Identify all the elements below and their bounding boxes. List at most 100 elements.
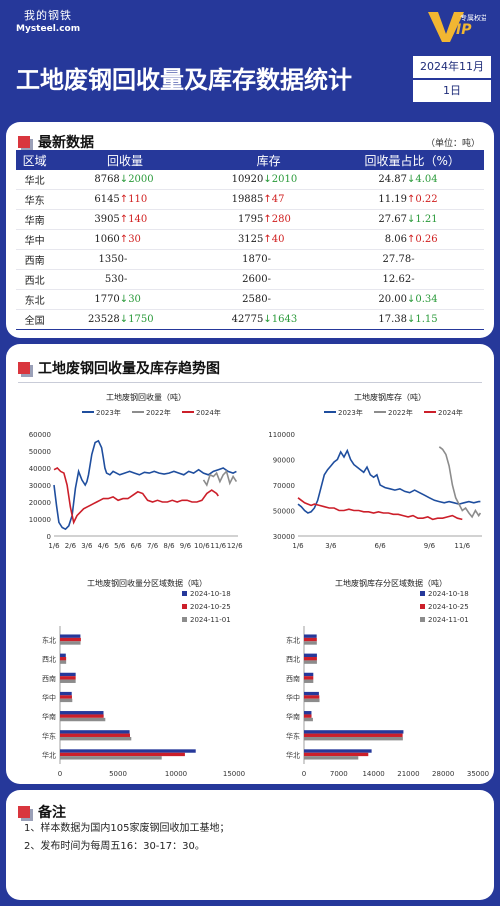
chart-title: 工地废钢库存分区域数据（吨） xyxy=(335,578,447,588)
section-marker-icon xyxy=(18,806,30,818)
svg-text:IP: IP xyxy=(456,22,472,38)
x-tick-label: 11/6 xyxy=(454,542,470,550)
ratio-value: 8.06 xyxy=(384,234,407,245)
category-label: 东北 xyxy=(42,636,56,645)
x-tick-label: 0 xyxy=(302,770,306,778)
category-label: 华北 xyxy=(286,750,300,759)
bar-2024-10-18 xyxy=(304,711,312,715)
x-tick-label: 1/6 xyxy=(48,542,60,550)
legend-label: 2024-10-18 xyxy=(190,590,231,598)
ratio-change: 1.21 xyxy=(415,214,438,225)
mysteel-logo[interactable]: 我的钢铁 Mysteel.com xyxy=(16,10,80,48)
legend-label: 2024-10-18 xyxy=(428,590,469,598)
ratio-change: 4.04 xyxy=(415,174,438,185)
inv-change: - xyxy=(267,274,271,285)
inv-change: 2010 xyxy=(271,174,298,185)
bar-2024-10-25 xyxy=(60,657,67,661)
bar-2024-11-01 xyxy=(304,736,403,741)
series-line-2022年 xyxy=(202,469,238,487)
bar-2024-11-01 xyxy=(304,717,313,722)
ratio-value: 20.00 xyxy=(378,294,407,305)
note-line: 2、发布时间为每周五16：30-17：30。 xyxy=(24,841,205,852)
y-tick-label: 110000 xyxy=(268,431,295,439)
bar-2024-11-01 xyxy=(60,756,162,760)
bar-2024-11-01 xyxy=(304,660,317,664)
column-header: 库存 xyxy=(196,150,341,170)
bar-2024-10-25 xyxy=(60,676,76,680)
category-label: 华北 xyxy=(42,750,56,759)
bar-2024-10-18 xyxy=(304,749,372,753)
bar-2024-10-25 xyxy=(304,676,314,680)
bar-2024-11-01 xyxy=(304,756,359,760)
bar-2024-10-25 xyxy=(304,695,320,699)
x-tick-label: 9/6 xyxy=(424,542,436,550)
bar-2024-10-25 xyxy=(60,637,81,642)
inv-value: 19885 xyxy=(231,194,264,205)
legend-swatch xyxy=(182,617,187,622)
category-label: 西南 xyxy=(42,674,56,683)
ratio-value: 12.62 xyxy=(382,274,412,285)
header: 我的钢铁 Mysteel.com IP 专属权益 工地废钢回收量及库存数据统计 … xyxy=(0,0,500,128)
inv-cell: 42775↓1643 xyxy=(196,309,341,330)
inv-cell: 1795↑280 xyxy=(196,209,341,230)
bar-2024-10-25 xyxy=(304,714,312,718)
recovery-region-bar-chart: 工地废钢回收量分区域数据（吨） 2024-10-18 2024-10-25 2024-… xyxy=(42,578,245,778)
inv-value: 10920 xyxy=(231,174,264,185)
bar-2024-10-18 xyxy=(60,691,72,696)
series-line-2022年 xyxy=(438,446,482,519)
bar-2024-11-01 xyxy=(60,660,67,664)
x-tick-label: 21000 xyxy=(397,770,419,778)
inv-value: 1795 xyxy=(237,214,264,225)
series-line-2024年 xyxy=(53,467,219,525)
bar-2024-11-01 xyxy=(60,717,106,722)
x-tick-label: 14000 xyxy=(362,770,384,778)
bar-2024-10-18 xyxy=(60,634,81,638)
table-row: 华北 8768↓2000 10920↓2010 24.87↓4.04 xyxy=(16,170,484,190)
column-header: 回收量占比（%） xyxy=(340,150,484,170)
trend-card: 工地废钢回收量及库存趋势图 工地废钢回收量（吨） 2023年 2022年 2024年 0… xyxy=(6,344,494,784)
rec-change: 2000 xyxy=(128,174,154,185)
rec-value: 530 xyxy=(104,274,124,285)
rec-change: 110 xyxy=(128,194,148,205)
ratio-cell: 17.38↓1.15 xyxy=(340,309,484,330)
rec-cell: 8768↓2000 xyxy=(53,170,197,190)
y-tick-label: 70000 xyxy=(273,482,295,490)
bar-2024-10-25 xyxy=(304,637,317,642)
arrow-down-icon: ↓ xyxy=(407,174,416,185)
inv-change: 47 xyxy=(271,194,285,205)
y-tick-label: 90000 xyxy=(273,457,295,465)
category-label: 华中 xyxy=(286,693,300,702)
category-label: 西北 xyxy=(42,656,56,664)
bar-2024-11-01 xyxy=(304,698,320,703)
bar-2024-11-01 xyxy=(304,641,317,645)
rec-value: 1350 xyxy=(98,254,124,265)
x-tick-label: 8/6 xyxy=(163,542,175,550)
inventory-trend-chart: 工地废钢库存（吨） 2023年 2022年 2024年 30000 50000 70000 9… xyxy=(268,392,482,550)
ratio-cell: 20.00↓0.34 xyxy=(340,289,484,310)
arrow-down-icon: ↓ xyxy=(263,314,272,325)
arrow-down-icon: ↓ xyxy=(407,314,416,325)
inv-change: - xyxy=(267,254,271,265)
category-label: 华南 xyxy=(286,712,300,721)
bar-2024-10-25 xyxy=(304,657,317,661)
inv-cell: 2580- xyxy=(196,289,341,310)
category-label: 华南 xyxy=(42,712,56,721)
bar-2024-10-25 xyxy=(60,752,185,757)
latest-data-table: 区域 回收量 库存 回收量占比（%） 华北 8768↓2000 10920↓2010 24.… xyxy=(16,150,484,330)
arrow-up-icon: ↑ xyxy=(119,214,129,225)
legend-swatch xyxy=(182,591,187,596)
arrow-down-icon: ↓ xyxy=(119,314,129,325)
x-tick-label: 35000 xyxy=(467,770,489,778)
legend-swatch xyxy=(420,591,425,596)
chart-title: 工地废钢回收量分区域数据（吨） xyxy=(87,578,207,588)
page-title: 工地废钢回收量及库存数据统计 xyxy=(16,66,352,94)
arrow-up-icon: ↑ xyxy=(119,234,129,245)
table-row: 华东 6145↑110 19885↑47 11.19↑0.22 xyxy=(16,189,484,210)
trend-section-title: 工地废钢回收量及库存趋势图 xyxy=(38,361,220,377)
table-row: 西南 1350- 1870- 27.78- xyxy=(16,249,484,270)
category-label: 华中 xyxy=(42,693,56,702)
y-tick-label: 30000 xyxy=(273,533,295,541)
x-tick-label: 7000 xyxy=(330,770,348,778)
column-header: 回收量 xyxy=(53,150,197,170)
x-tick-label: 5/6 xyxy=(114,542,126,550)
